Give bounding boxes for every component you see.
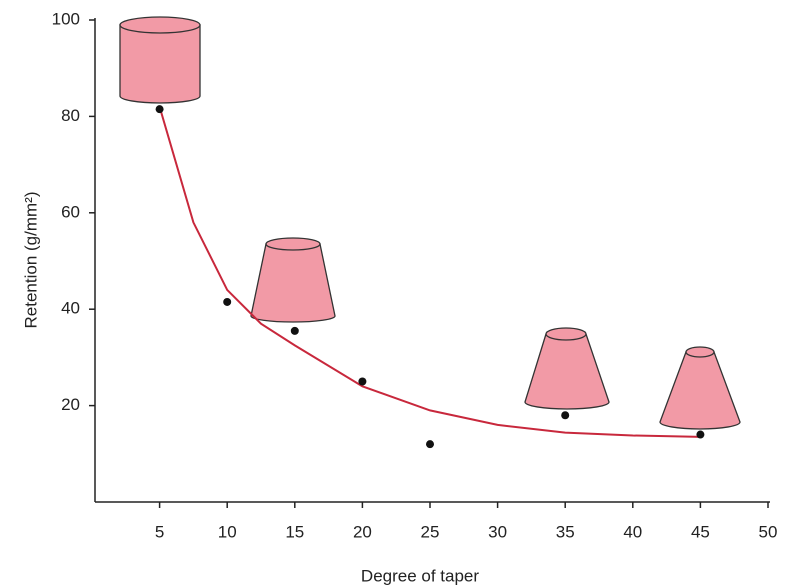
frustum-45-top [686, 347, 714, 357]
y-tick-label: 60 [61, 202, 80, 221]
x-tick-label: 15 [285, 522, 304, 541]
x-tick-label: 20 [353, 522, 372, 541]
x-tick-label: 30 [488, 522, 507, 541]
y-tick-label: 100 [52, 9, 80, 28]
x-axis-label: Degree of taper [361, 566, 479, 585]
cylinder-top [120, 17, 200, 33]
taper-illustrations [120, 17, 740, 429]
chart: Degree of taper Retention (g/mm²) 20 40 60… [0, 0, 792, 588]
x-tick-label: 40 [623, 522, 642, 541]
x-tick-label: 10 [218, 522, 237, 541]
data-point [426, 440, 434, 448]
data-point [561, 411, 569, 419]
x-tick-label: 25 [421, 522, 440, 541]
data-point [291, 327, 299, 335]
x-tick-label: 5 [155, 522, 164, 541]
x-tick-label: 50 [759, 522, 778, 541]
frustum-15 [251, 244, 335, 322]
y-tick-label: 40 [61, 299, 80, 318]
cylinder-shape [120, 25, 200, 103]
data-point [156, 105, 164, 113]
fit-curve [160, 107, 701, 437]
x-tick-label: 45 [691, 522, 710, 541]
data-point [696, 431, 704, 439]
y-axis-label: Retention (g/mm²) [21, 192, 40, 329]
data-point [358, 378, 366, 386]
y-tick-label: 80 [61, 106, 80, 125]
frustum-35-top [546, 328, 586, 340]
frustum-45 [660, 352, 740, 429]
y-tick-label: 20 [61, 395, 80, 414]
frustum-15-top [266, 238, 320, 250]
frustum-35 [525, 334, 609, 409]
data-point [223, 298, 231, 306]
x-tick-label: 35 [556, 522, 575, 541]
